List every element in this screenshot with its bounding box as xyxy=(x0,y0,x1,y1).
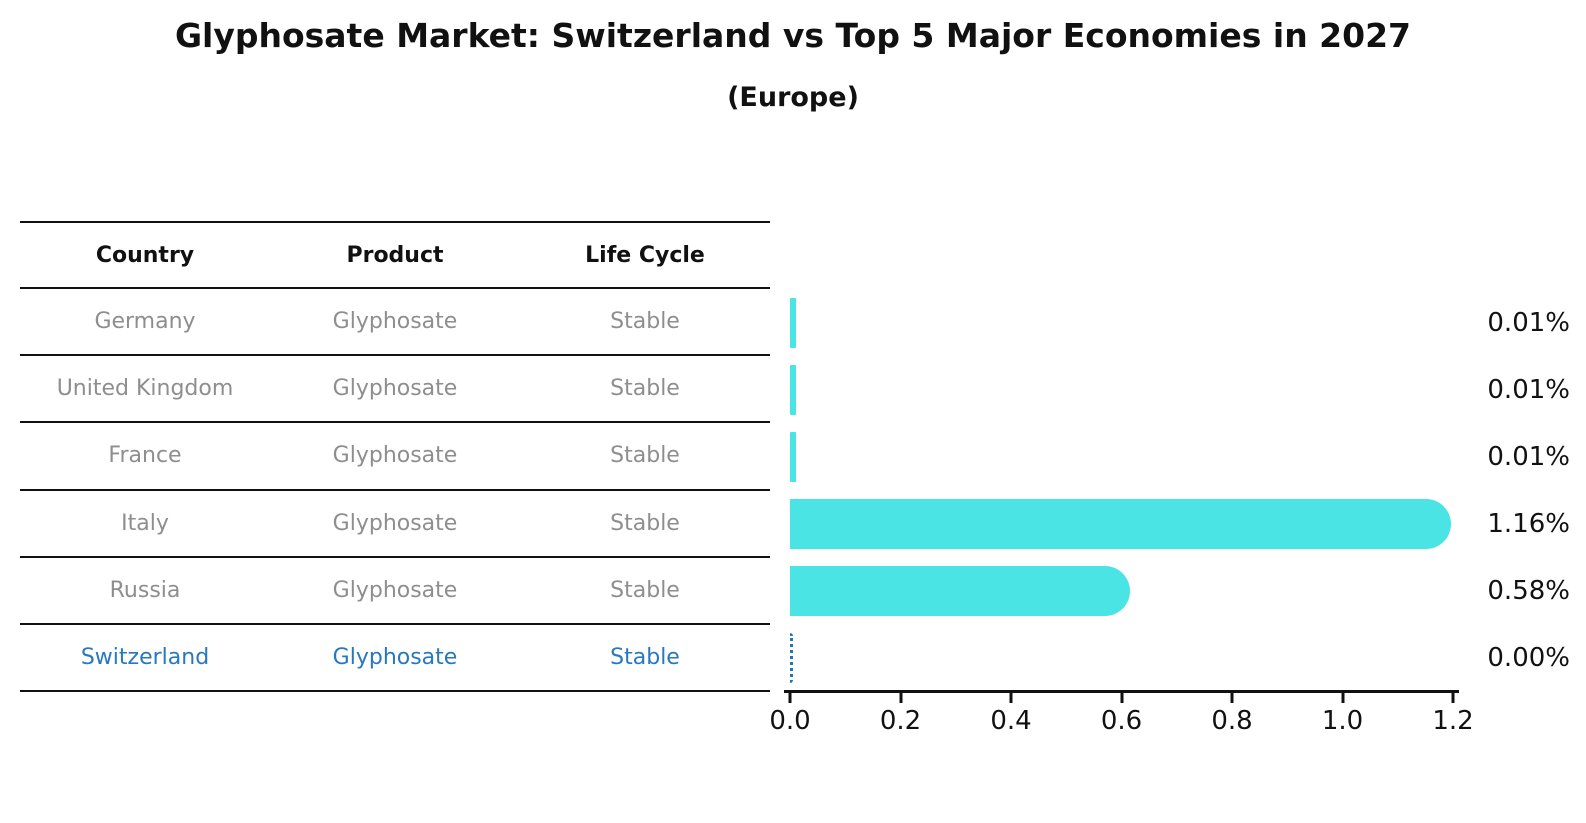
x-tick-label: 0.8 xyxy=(1211,706,1253,736)
table-row: Russia Glyphosate Stable xyxy=(20,558,770,625)
table-row: Germany Glyphosate Stable xyxy=(20,289,770,357)
x-axis-line xyxy=(784,690,1459,693)
bar-france xyxy=(790,431,796,482)
bar-italy xyxy=(790,499,1451,550)
cell-product: Glyphosate xyxy=(332,645,458,671)
cell-lifecycle: Stable xyxy=(610,510,680,536)
bar-row xyxy=(790,423,1453,490)
bars-area xyxy=(790,289,1453,692)
x-tick-label: 1.0 xyxy=(1321,706,1364,736)
table-row: Italy Glyphosate Stable xyxy=(20,491,770,558)
x-tick xyxy=(899,693,902,703)
value-label: 0.01% xyxy=(1487,307,1570,338)
bar-row xyxy=(790,558,1453,625)
table-row: United Kingdom Glyphosate Stable xyxy=(20,356,770,424)
value-label: 1.16% xyxy=(1487,509,1570,540)
value-label: 0.58% xyxy=(1487,576,1570,607)
x-tick xyxy=(1009,693,1013,703)
x-tick-label: 0.0 xyxy=(769,706,811,736)
country-table: Country Product Life Cycle Germany Glypho… xyxy=(20,221,770,693)
cell-lifecycle: Stable xyxy=(610,309,680,335)
x-tick xyxy=(1230,693,1234,703)
bar-germany xyxy=(790,297,796,348)
cell-product: Glyphosate xyxy=(332,376,458,402)
bar-switzerland xyxy=(790,633,793,684)
cell-lifecycle: Stable xyxy=(610,376,680,402)
value-label: 0.01% xyxy=(1487,441,1570,472)
column-header-product: Product xyxy=(346,242,444,268)
x-tick-label: 1.2 xyxy=(1432,706,1474,736)
cell-product: Glyphosate xyxy=(332,443,458,469)
bar-row xyxy=(790,289,1453,356)
x-tick-label: 0.4 xyxy=(990,706,1032,736)
bar-row xyxy=(790,625,1453,692)
cell-country: Germany xyxy=(94,309,196,335)
cell-country: France xyxy=(108,443,182,469)
bar-russia xyxy=(790,566,1131,617)
x-tick xyxy=(1451,693,1455,703)
value-label: 0.01% xyxy=(1487,374,1570,405)
table-row: Switzerland Glyphosate Stable xyxy=(20,625,770,693)
column-header-lifecycle: Life Cycle xyxy=(585,242,705,268)
value-label: 0.00% xyxy=(1487,643,1570,674)
x-tick xyxy=(788,693,792,703)
bar-row xyxy=(790,356,1453,423)
cell-product: Glyphosate xyxy=(332,577,458,603)
x-axis: 0.0 0.2 0.4 0.6 0.8 1.0 1.2 xyxy=(769,690,1474,750)
cell-lifecycle: Stable xyxy=(610,577,680,603)
chart-subtitle: (Europe) xyxy=(727,82,859,113)
x-tick-label: 0.2 xyxy=(879,706,922,736)
cell-country: Italy xyxy=(121,510,169,536)
cell-lifecycle: Stable xyxy=(610,443,680,469)
cell-country: Switzerland xyxy=(80,645,210,671)
cell-country: United Kingdom xyxy=(56,376,234,402)
table-body: Germany Glyphosate Stable United Kingdom Gly… xyxy=(20,289,770,693)
bar-row xyxy=(790,491,1453,558)
column-header-country: Country xyxy=(95,242,195,268)
chart-title: Glyphosate Market: Switzerland vs Top 5 … xyxy=(174,16,1412,55)
x-tick xyxy=(1341,693,1344,703)
cell-country: Russia xyxy=(109,577,181,603)
x-tick-label: 0.6 xyxy=(1100,706,1143,736)
cell-product: Glyphosate xyxy=(332,309,458,335)
cell-product: Glyphosate xyxy=(332,510,458,536)
value-labels-column: 0.01% 0.01% 0.01% 1.16% 0.58% 0.00% xyxy=(1430,289,1570,692)
bar-united-kingdom xyxy=(790,364,796,415)
table-header-row: Country Product Life Cycle xyxy=(20,221,770,289)
table-row: France Glyphosate Stable xyxy=(20,423,770,491)
cell-lifecycle: Stable xyxy=(610,645,680,671)
x-tick xyxy=(1120,693,1123,703)
